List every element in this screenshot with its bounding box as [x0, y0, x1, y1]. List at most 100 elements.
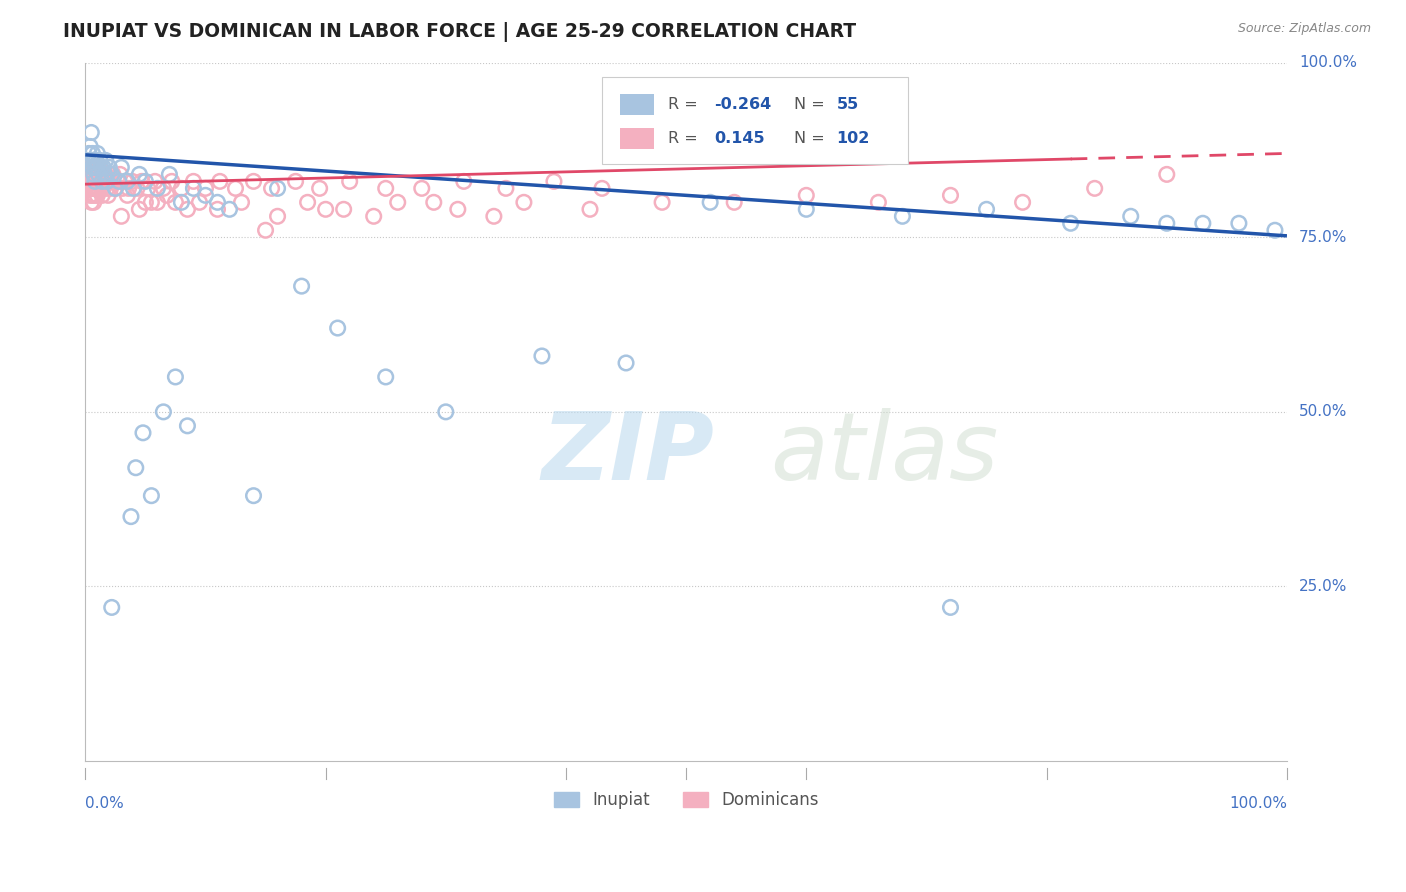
- Point: [111, 181, 134, 195]
- Point: [122, 181, 145, 195]
- Point: [96, 174, 118, 188]
- Point: [90, 181, 112, 195]
- Point: [104, 181, 127, 195]
- Point: [332, 202, 354, 217]
- Point: [297, 195, 319, 210]
- Point: [152, 405, 174, 419]
- FancyBboxPatch shape: [602, 77, 908, 164]
- Point: [84, 174, 107, 188]
- Point: [80, 153, 103, 168]
- Point: [513, 195, 536, 210]
- Text: INUPIAT VS DOMINICAN IN LABOR FORCE | AGE 25-29 CORRELATION CHART: INUPIAT VS DOMINICAN IN LABOR FORCE | AG…: [63, 22, 856, 42]
- Point: [82, 188, 104, 202]
- Point: [218, 202, 240, 217]
- Point: [723, 195, 745, 210]
- Point: [136, 181, 159, 195]
- Text: N =: N =: [794, 97, 830, 112]
- Point: [188, 195, 211, 210]
- Point: [176, 202, 198, 217]
- Point: [91, 161, 114, 175]
- Point: [84, 153, 107, 168]
- Point: [453, 174, 475, 188]
- Point: [79, 174, 101, 188]
- Point: [374, 181, 396, 195]
- Point: [1156, 216, 1178, 230]
- Point: [132, 425, 155, 440]
- Text: 25.0%: 25.0%: [1299, 579, 1347, 594]
- Point: [447, 202, 470, 217]
- Point: [90, 161, 112, 175]
- Point: [1084, 181, 1107, 195]
- Point: [308, 181, 330, 195]
- Point: [868, 195, 890, 210]
- Point: [84, 168, 107, 182]
- Text: R =: R =: [668, 130, 703, 145]
- Text: Source: ZipAtlas.com: Source: ZipAtlas.com: [1237, 22, 1371, 36]
- Point: [1011, 195, 1033, 210]
- Legend: Inupiat, Dominicans: Inupiat, Dominicans: [547, 784, 825, 815]
- Point: [91, 188, 114, 202]
- Point: [84, 174, 107, 188]
- Point: [160, 174, 183, 188]
- Point: [79, 188, 101, 202]
- Point: [284, 174, 307, 188]
- Text: 50.0%: 50.0%: [1299, 404, 1347, 419]
- Point: [194, 181, 217, 195]
- Point: [117, 181, 139, 195]
- Point: [96, 174, 118, 188]
- Point: [651, 195, 673, 210]
- Text: 102: 102: [837, 130, 870, 145]
- FancyBboxPatch shape: [620, 128, 654, 149]
- Point: [77, 146, 100, 161]
- Point: [387, 195, 409, 210]
- Point: [110, 161, 132, 175]
- Point: [86, 161, 108, 175]
- Point: [1156, 168, 1178, 182]
- Point: [143, 174, 166, 188]
- Point: [176, 418, 198, 433]
- Point: [165, 195, 187, 210]
- Point: [794, 202, 817, 217]
- Point: [530, 349, 553, 363]
- Text: 0.145: 0.145: [714, 130, 765, 145]
- Point: [86, 188, 108, 202]
- Point: [482, 209, 505, 223]
- Point: [100, 181, 122, 195]
- Text: atlas: atlas: [770, 409, 998, 500]
- Point: [86, 146, 108, 161]
- Text: ZIP: ZIP: [541, 408, 714, 500]
- Point: [80, 181, 103, 195]
- Point: [100, 600, 122, 615]
- Point: [339, 174, 361, 188]
- Text: N =: N =: [794, 130, 830, 145]
- Point: [77, 181, 100, 195]
- Point: [326, 321, 349, 335]
- Point: [91, 168, 114, 182]
- Point: [146, 181, 169, 195]
- Point: [260, 181, 283, 195]
- Point: [231, 195, 253, 210]
- Point: [98, 168, 121, 182]
- Point: [495, 181, 517, 195]
- Point: [110, 209, 132, 223]
- Point: [1227, 216, 1250, 230]
- Point: [156, 188, 179, 202]
- Point: [87, 168, 110, 182]
- Point: [91, 181, 114, 195]
- Point: [108, 174, 131, 188]
- Point: [183, 181, 205, 195]
- Point: [579, 202, 602, 217]
- Point: [266, 209, 288, 223]
- Point: [194, 188, 217, 202]
- Point: [91, 174, 114, 188]
- Point: [291, 279, 314, 293]
- Text: 55: 55: [837, 97, 859, 112]
- Point: [114, 174, 136, 188]
- Point: [225, 181, 247, 195]
- Point: [152, 181, 174, 195]
- Point: [91, 174, 114, 188]
- Point: [157, 168, 180, 182]
- Point: [699, 195, 721, 210]
- Point: [89, 153, 111, 168]
- Point: [86, 161, 108, 175]
